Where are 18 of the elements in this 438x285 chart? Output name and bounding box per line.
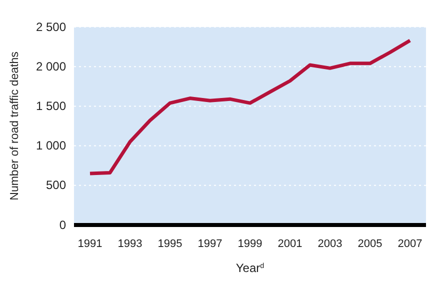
y-axis-title: Number of road traffic deaths xyxy=(9,51,21,200)
y-tick-label: 0 xyxy=(59,218,66,232)
y-tick-label: 1 500 xyxy=(36,99,66,114)
x-tick-label: 1999 xyxy=(238,238,262,250)
x-tick-label: 1991 xyxy=(78,238,102,250)
x-tick-label: 2001 xyxy=(278,238,302,250)
y-tick-label: 1 000 xyxy=(36,138,66,153)
x-tick-label: 2003 xyxy=(318,238,342,250)
x-tick-label: 1993 xyxy=(118,238,142,250)
x-tick-label: 2005 xyxy=(358,238,382,250)
x-tick-label: 1997 xyxy=(198,238,222,250)
x-tick-label: 1995 xyxy=(158,238,182,250)
x-axis-title: Year$^{d}$ xyxy=(236,260,264,275)
line-series xyxy=(88,38,412,176)
x-tick-label: 2007 xyxy=(398,238,422,250)
y-tick-label: 2 500 xyxy=(36,20,66,34)
y-tick-label: 500 xyxy=(46,178,66,192)
y-tick-label: 2 000 xyxy=(36,59,66,74)
